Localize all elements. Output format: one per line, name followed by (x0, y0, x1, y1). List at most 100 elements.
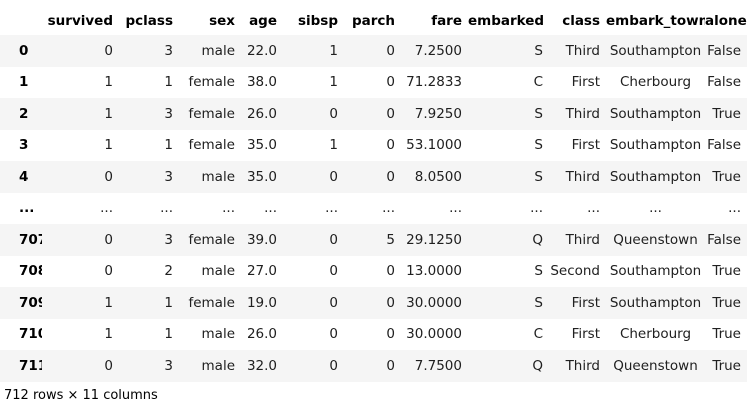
table-cell: female (188, 105, 235, 122)
column-header: survived (47, 12, 113, 29)
table-cell: Southampton (609, 137, 702, 154)
column-header: alone (705, 12, 747, 29)
table-row: 4 0 3 male 35.0 0 0 8.0500 S Third Southampton True (0, 161, 747, 193)
table-cell: male (201, 357, 235, 374)
column-header: pclass (125, 12, 173, 29)
table-cell: 26.0 (246, 326, 277, 343)
table-cell: 32.0 (246, 357, 277, 374)
column-header: parch (351, 12, 395, 29)
table-cell: 1 (104, 294, 113, 311)
table-cell: ... (530, 200, 543, 217)
table-cell: 0 (104, 42, 113, 59)
table-cell: 0 (386, 326, 395, 343)
table-row: 707 0 3 female 39.0 0 5 29.1250 Q Third Queenstown… (0, 224, 747, 256)
table-cell: 35.0 (246, 168, 277, 185)
row-index: 709 (19, 294, 42, 311)
table-row: .................................... (0, 193, 747, 225)
table-cell: 3 (164, 168, 173, 185)
table-cell: 29.1250 (406, 231, 462, 248)
table-cell: 1 (104, 74, 113, 91)
column-header: sibsp (297, 12, 338, 29)
table-cell: Third (565, 231, 600, 248)
dataframe-table: survived pclass sex age sibsp parch fare… (0, 6, 747, 382)
table-cell: 0 (104, 263, 113, 280)
table-cell: ... (728, 200, 741, 217)
table-cell: 1 (104, 105, 113, 122)
table-cell: False (707, 231, 741, 248)
table-cell: 1 (164, 326, 173, 343)
table-cell: 1 (329, 74, 338, 91)
table-cell: 1 (104, 137, 113, 154)
table-cell: First (571, 294, 600, 311)
table-row: 0 0 3 male 22.0 1 0 7.2500 S Third Southampton Fals… (0, 35, 747, 67)
table-cell: 13.0000 (406, 263, 462, 280)
table-cell: False (707, 74, 741, 91)
column-header: embarked (468, 12, 545, 29)
table-cell: 0 (329, 263, 338, 280)
table-cell: 5 (386, 231, 395, 248)
row-index: ... (19, 200, 35, 217)
table-cell: ... (325, 200, 338, 217)
table-cell: male (201, 263, 235, 280)
table-cell: S (534, 42, 543, 59)
row-index: 707 (19, 231, 42, 248)
table-cell: 26.0 (246, 105, 277, 122)
row-index: 2 (19, 105, 29, 122)
table-row: 708 0 2 male 27.0 0 0 13.0000 S Second Southampton… (0, 256, 747, 288)
table-cell: 0 (329, 294, 338, 311)
table-cell: Queenstown (613, 231, 698, 248)
table-row: 709 1 1 female 19.0 0 0 30.0000 S First Southampto… (0, 287, 747, 319)
column-header: fare (431, 12, 462, 29)
table-cell: female (188, 74, 235, 91)
table-cell: male (201, 42, 235, 59)
table-cell: ... (222, 200, 235, 217)
table-cell: True (712, 168, 741, 185)
table-cell: 0 (386, 263, 395, 280)
table-cell: Third (565, 357, 600, 374)
table-cell: 3 (164, 231, 173, 248)
table-cell: 30.0000 (406, 326, 462, 343)
table-cell: ... (264, 200, 277, 217)
table-cell: 1 (329, 42, 338, 59)
table-cell: 38.0 (246, 74, 277, 91)
table-cell: True (712, 294, 741, 311)
table-cell: 0 (386, 105, 395, 122)
table-cell: 0 (329, 326, 338, 343)
table-cell: female (188, 294, 235, 311)
table-body: 0 0 3 male 22.0 1 0 7.2500 S Third Southampton Fals… (0, 35, 747, 382)
table-cell: 19.0 (246, 294, 277, 311)
table-cell: 71.2833 (406, 74, 462, 91)
table-cell: 3 (164, 42, 173, 59)
table-cell: True (712, 326, 741, 343)
table-cell: male (201, 168, 235, 185)
table-cell: 0 (386, 42, 395, 59)
table-cell: female (188, 137, 235, 154)
table-cell: Second (550, 263, 600, 280)
table-cell: 7.2500 (414, 42, 462, 59)
table-cell: 1 (329, 137, 338, 154)
table-cell: 0 (386, 137, 395, 154)
table-cell: 30.0000 (406, 294, 462, 311)
table-cell: 22.0 (246, 42, 277, 59)
table-cell: True (712, 263, 741, 280)
table-cell: First (571, 137, 600, 154)
table-cell: Southampton (609, 263, 702, 280)
table-cell: Third (565, 42, 600, 59)
table-row: 2 1 3 female 26.0 0 0 7.9250 S Third Southampton Tr… (0, 98, 747, 130)
table-cell: Southampton (609, 294, 702, 311)
table-cell: True (712, 105, 741, 122)
row-index: 0 (19, 42, 29, 59)
table-row: 3 1 1 female 35.0 1 0 53.1000 S First Southampton F… (0, 130, 747, 162)
table-cell: 39.0 (246, 231, 277, 248)
table-cell: 0 (104, 168, 113, 185)
table-cell: 0 (329, 105, 338, 122)
table-cell: S (534, 168, 543, 185)
table-cell: 27.0 (246, 263, 277, 280)
index-header (0, 6, 42, 35)
table-cell: Q (532, 357, 543, 374)
table-cell: Q (532, 231, 543, 248)
table-cell: 1 (104, 326, 113, 343)
table-cell: 0 (386, 294, 395, 311)
table-cell: Cherbourg (619, 326, 692, 343)
table-cell: ... (587, 200, 600, 217)
